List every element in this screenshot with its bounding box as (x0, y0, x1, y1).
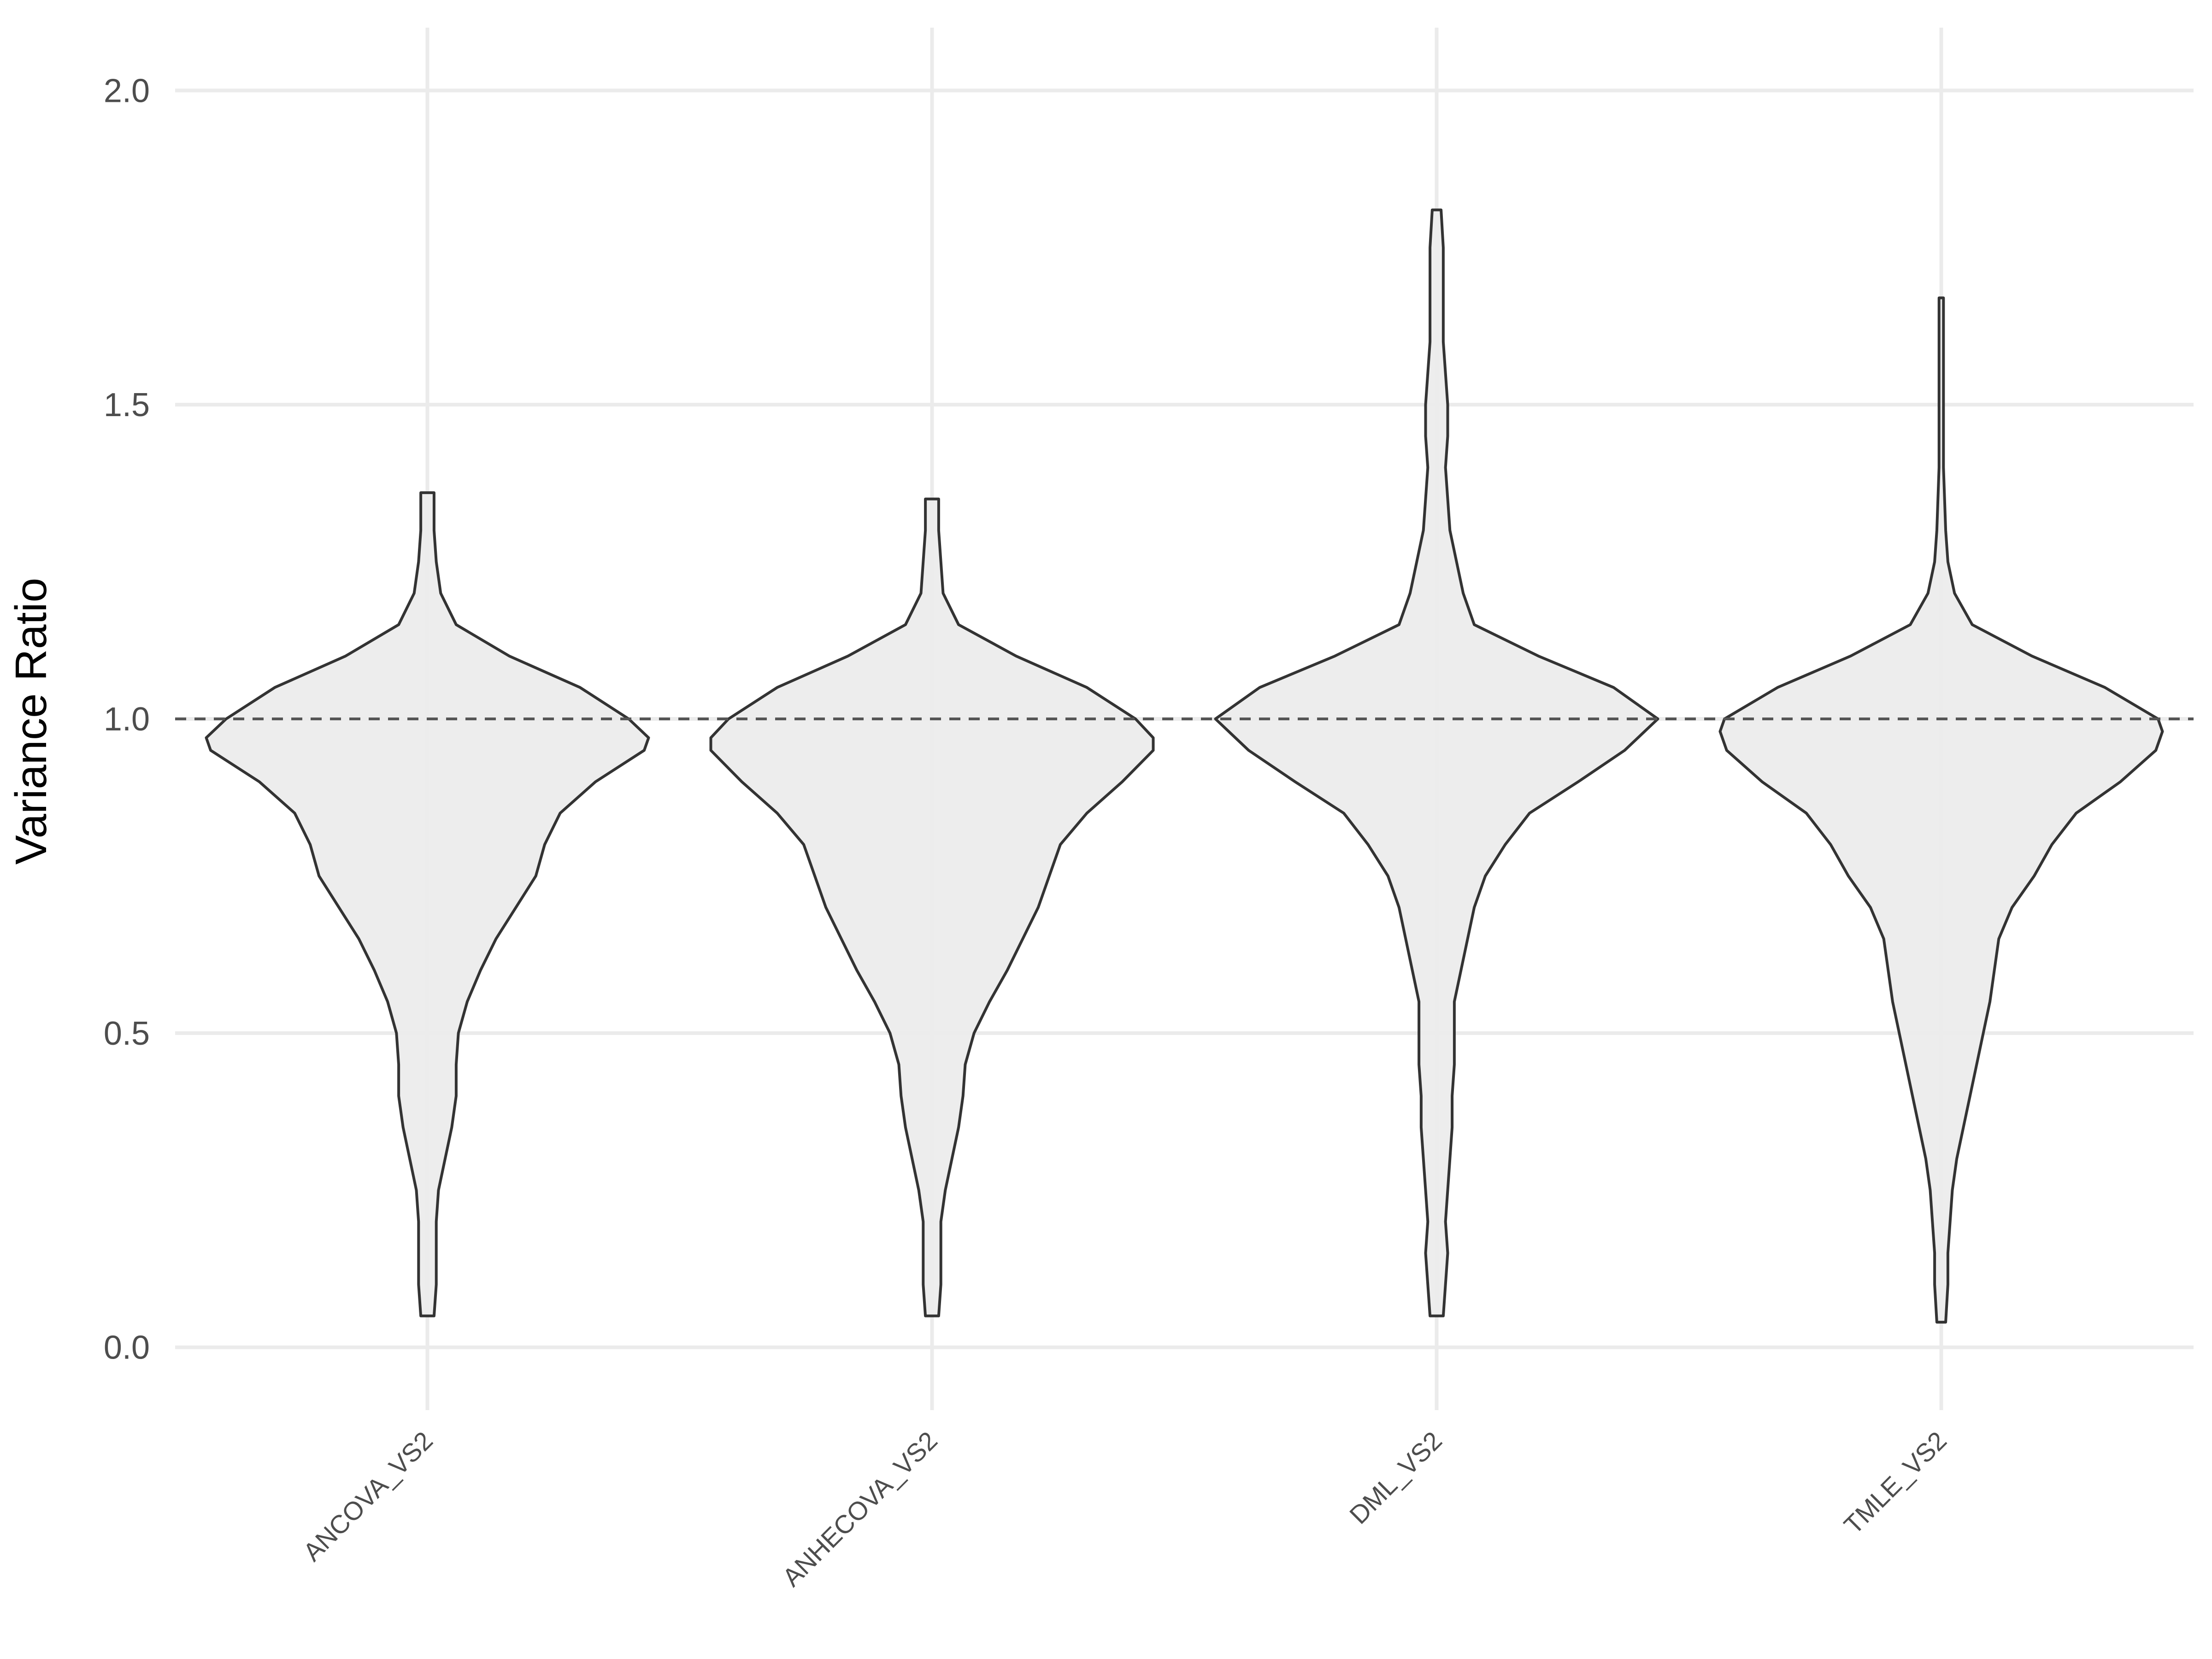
y-tick-label: 0.0 (104, 1330, 150, 1366)
y-axis-title: Variance Ratio (6, 578, 56, 865)
violin-anhecova-vs2 (709, 497, 1155, 1318)
violin-tmle-vs2 (1718, 296, 2164, 1324)
y-tick-label: 1.0 (104, 701, 150, 738)
violins (205, 208, 2164, 1324)
y-tick-label: 0.5 (104, 1015, 150, 1052)
y-tick-label: 2.0 (104, 72, 150, 109)
violin-dml-vs2 (1214, 208, 1659, 1318)
y-tick-labels: 0.0 0.5 1.0 1.5 2.0 (104, 72, 150, 1366)
y-tick-label: 1.5 (104, 387, 150, 424)
violin-ancova-vs2 (205, 491, 650, 1318)
